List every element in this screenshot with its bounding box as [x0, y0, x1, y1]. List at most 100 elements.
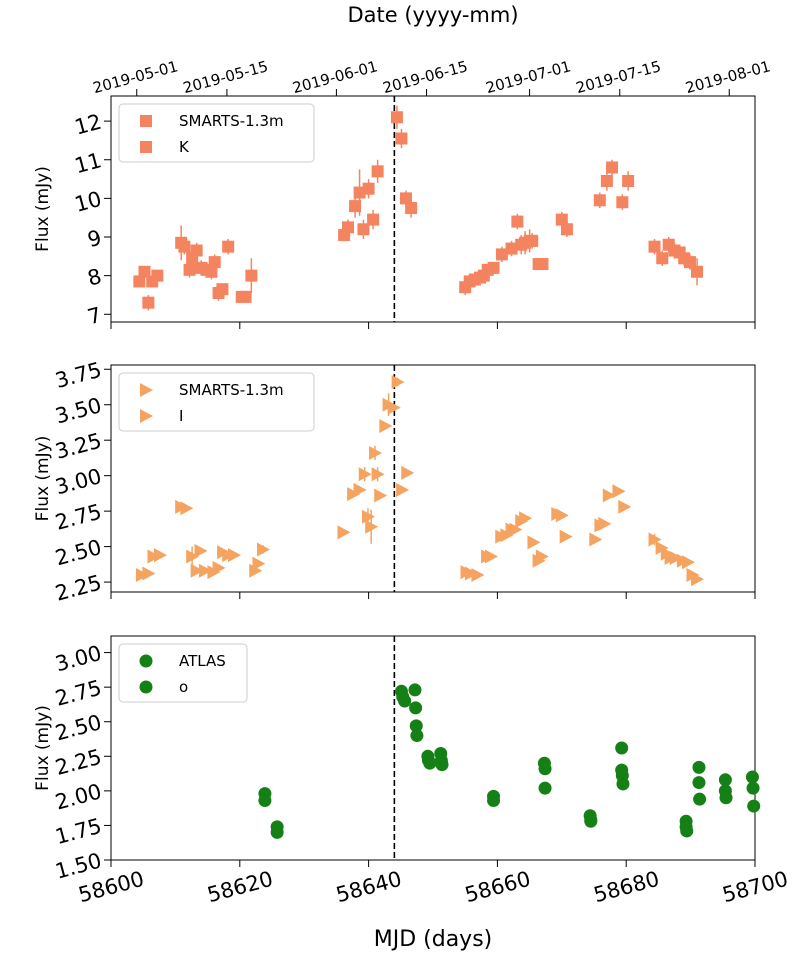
y-tick-label: 2.50 — [53, 535, 104, 570]
data-point — [487, 261, 500, 274]
data-point — [401, 465, 415, 480]
data-point — [183, 263, 196, 276]
data-point — [538, 762, 552, 776]
data-point — [358, 467, 372, 482]
legend-marker — [139, 654, 153, 668]
legend-box — [118, 103, 315, 163]
y-tick-label: 3.50 — [53, 393, 104, 428]
data-point — [584, 814, 598, 828]
data-point — [252, 556, 266, 571]
legend-marker — [140, 409, 153, 423]
legend-label: SMARTS-1.3m — [179, 381, 284, 399]
data-point — [194, 543, 208, 558]
data-point — [680, 824, 694, 838]
data-point — [598, 516, 612, 531]
data-point — [612, 484, 626, 499]
data-point — [258, 794, 272, 808]
y-tick-label: 3.00 — [53, 641, 104, 676]
data-point — [357, 223, 370, 236]
y-tick-label: 3.00 — [53, 464, 104, 499]
legend-box — [118, 372, 315, 432]
y-axis-label: Flux (mJy) — [33, 166, 53, 252]
data-point — [527, 535, 541, 550]
y-tick-label: 1.75 — [53, 814, 104, 849]
y-axis-label: Flux (mJy) — [33, 705, 53, 791]
data-point — [692, 760, 706, 774]
data-point — [519, 511, 533, 526]
data-point — [408, 683, 422, 697]
x-tick-label: 58660 — [462, 867, 533, 907]
data-point — [365, 519, 379, 534]
data-point — [616, 196, 629, 209]
data-point — [371, 165, 384, 178]
data-point — [341, 221, 354, 234]
panel-i-band: 2.252.502.753.003.253.503.75 Flux (mJy) SM… — [33, 358, 756, 606]
data-point — [222, 240, 235, 253]
data-point — [228, 548, 242, 563]
legend-marker — [140, 115, 152, 127]
y-tick-label: 2.50 — [53, 710, 104, 745]
data-point — [606, 161, 619, 174]
y-tick-label: 3.75 — [53, 358, 104, 393]
data-point — [208, 256, 221, 269]
legend-label: SMARTS-1.3m — [179, 112, 284, 130]
plot-frame — [110, 364, 756, 593]
data-point — [395, 132, 408, 145]
data-point — [526, 234, 539, 247]
data-point — [509, 522, 523, 537]
data-point — [536, 258, 549, 271]
data-point — [387, 400, 401, 415]
data-point — [535, 549, 549, 564]
legend-marker — [140, 141, 152, 153]
y-tick-label: 3.25 — [53, 429, 104, 464]
data-point — [405, 202, 418, 215]
data-point — [369, 445, 383, 460]
y-tick-label: 2.75 — [53, 500, 104, 535]
data-point — [190, 244, 203, 257]
plot-frame — [110, 635, 756, 861]
data-point — [691, 265, 704, 278]
y-tick-label: 9 — [85, 225, 104, 252]
data-point — [390, 111, 403, 124]
data-point — [495, 248, 508, 261]
data-point — [349, 200, 362, 213]
top-tick-label: 2019-07-01 — [484, 57, 573, 97]
data-point — [648, 240, 661, 253]
data-point — [618, 499, 632, 514]
data-point — [151, 269, 164, 282]
data-point — [374, 488, 388, 503]
data-point — [133, 275, 146, 288]
x-tick-label: 58620 — [205, 867, 276, 907]
y-tick-label: 2.75 — [53, 676, 104, 711]
data-point — [559, 529, 573, 544]
data-point — [593, 194, 606, 207]
data-point — [718, 773, 732, 787]
legend-label: ATLAS — [179, 652, 226, 670]
data-point — [589, 532, 603, 547]
data-point — [648, 532, 662, 547]
data-point — [622, 174, 635, 187]
top-tick-label: 2019-06-15 — [381, 57, 470, 97]
data-point — [142, 566, 156, 581]
data-point — [669, 550, 683, 565]
data-point — [683, 256, 696, 269]
data-point — [270, 825, 284, 839]
legend-label: o — [179, 678, 188, 696]
data-point — [396, 482, 410, 497]
legend-marker — [140, 383, 153, 397]
data-point — [245, 269, 258, 282]
data-point — [693, 792, 707, 806]
x-axis-title: MJD (days) — [374, 927, 493, 952]
data-point — [138, 265, 151, 278]
data-point — [353, 482, 367, 497]
top-tick-label: 2019-07-15 — [574, 57, 663, 97]
data-point — [746, 781, 760, 795]
y-tick-label: 2.00 — [53, 779, 104, 814]
data-point — [239, 290, 252, 303]
data-point — [391, 375, 405, 390]
y-tick-label: 8 — [85, 264, 104, 291]
data-point — [409, 701, 423, 715]
top-axis-title: Date (yyyy-mm) — [347, 3, 518, 27]
